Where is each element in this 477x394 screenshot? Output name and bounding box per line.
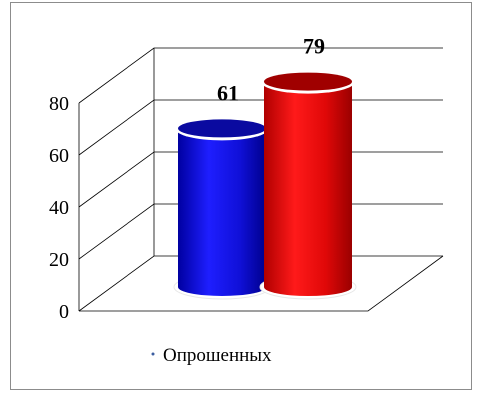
y-tick-label: 60 [49,145,69,167]
y-tick-label: 20 [49,249,69,271]
data-labels: 61 79 [217,34,325,106]
gridline [78,47,443,104]
bar-cylinder [173,116,271,300]
bar-body [264,81,352,296]
chart: 0 20 40 60 80 61 79 Опрошенных [49,34,444,366]
bar-cylinder [259,69,357,300]
data-label: 61 [217,80,239,105]
legend-marker [151,352,155,356]
bar-body [178,128,266,296]
bar-top-cap [178,119,266,138]
floor-outline [79,255,444,312]
y-tick-label: 0 [59,301,69,323]
chart-frame: 0 20 40 60 80 61 79 Опрошенных [10,2,472,390]
y-axis-ticks: 0 20 40 60 80 [49,93,69,323]
legend: Опрошенных [151,345,272,366]
legend-entry-label: Опрошенных [163,345,272,366]
y-tick-label: 40 [49,197,69,219]
y-tick-label: 80 [49,93,69,115]
bars [173,69,357,300]
data-label: 79 [303,34,325,59]
bar-top-cap [264,72,352,91]
